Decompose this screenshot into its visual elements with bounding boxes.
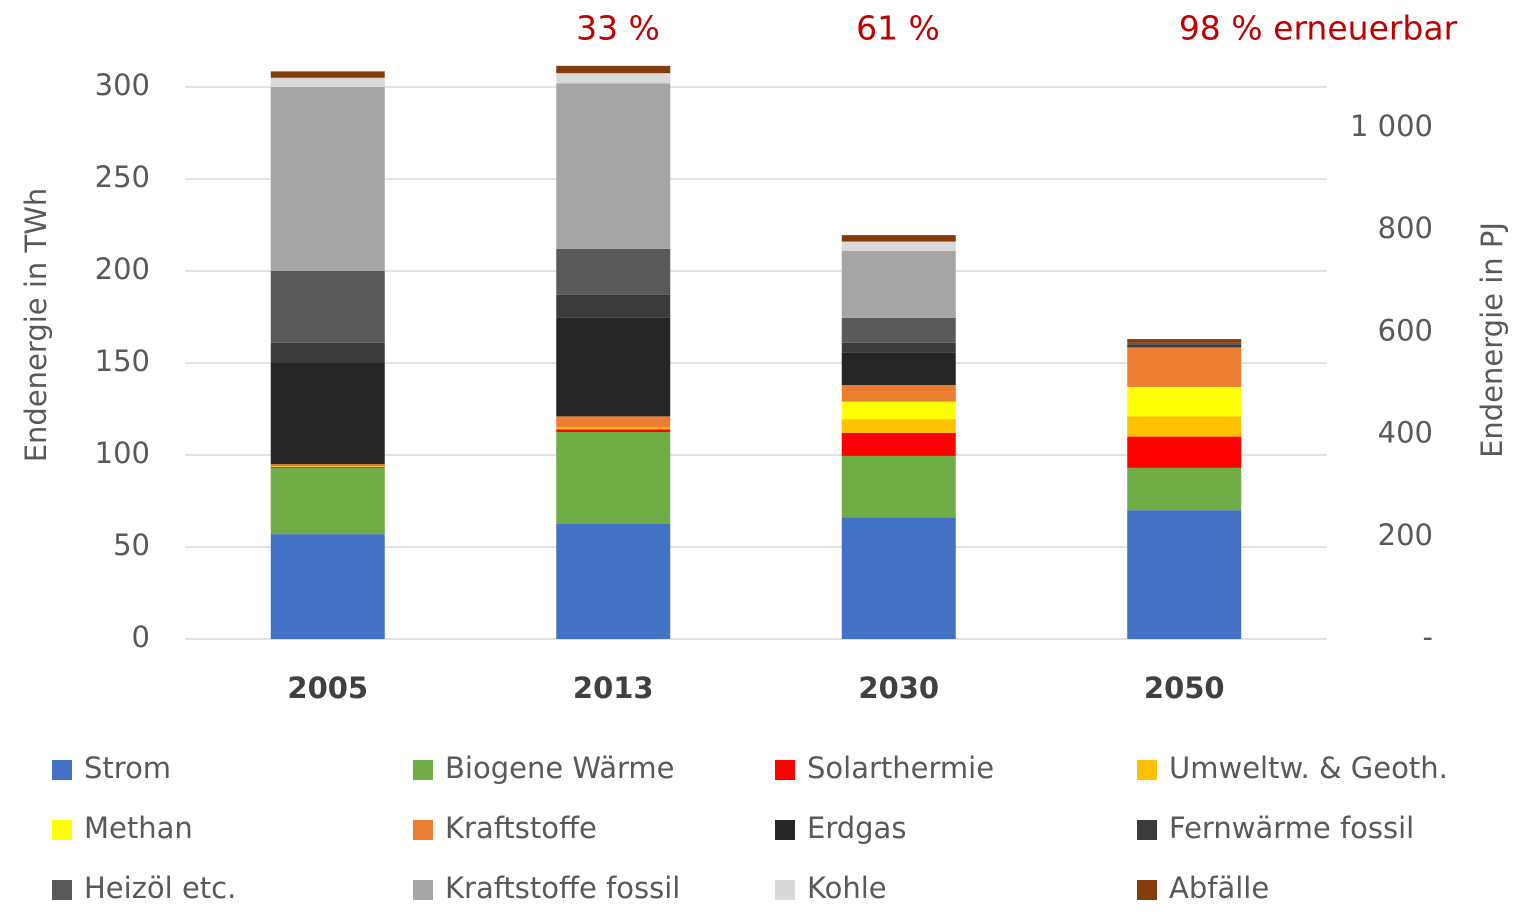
legend-label: Umweltw. & Geoth. — [1169, 751, 1448, 785]
bar-segment — [841, 401, 956, 420]
y2-tick-label: 1 000 — [1350, 109, 1433, 143]
bar-segment — [270, 271, 385, 343]
legend-label: Solarthermie — [807, 751, 994, 785]
x-tick-label: 2013 — [573, 671, 654, 705]
legend-label: Strom — [84, 751, 171, 785]
y-tick-label: 50 — [113, 528, 150, 562]
legend-swatch — [775, 880, 795, 900]
x-tick-label: 2005 — [287, 671, 368, 705]
y-axis-label: Endenergie in TWh — [19, 188, 53, 463]
legend-label: Kraftstoffe — [445, 811, 597, 845]
legend-label: Erdgas — [807, 811, 906, 845]
legend-swatch — [413, 880, 433, 900]
bar-segment — [270, 363, 385, 465]
bar-segment — [270, 71, 385, 78]
legend-label: Abfälle — [1169, 871, 1269, 905]
legend-swatch — [775, 760, 795, 780]
bar-segment — [556, 73, 671, 84]
y2-axis-label: Endenergie in PJ — [1475, 222, 1509, 458]
bar-segment — [270, 466, 385, 468]
bar-segment — [270, 87, 385, 271]
bar-segment — [1127, 342, 1242, 345]
legend-label: Heizöl etc. — [84, 871, 236, 905]
bar-segment — [841, 250, 956, 318]
bar-segment — [270, 466, 385, 467]
legend-label: Fernwärme fossil — [1169, 811, 1414, 845]
y-tick-label: 100 — [95, 436, 150, 470]
bar-segment — [841, 352, 956, 386]
bar-segment — [841, 432, 956, 456]
bar-segment — [556, 429, 671, 432]
bar-segment — [1127, 344, 1242, 348]
y-tick-label: 0 — [132, 620, 150, 654]
legend-label: Kraftstoffe fossil — [445, 871, 680, 905]
bar-segment — [841, 517, 956, 639]
legend-swatch — [1137, 760, 1157, 780]
bar-segment — [841, 455, 956, 518]
legend-swatch — [1137, 880, 1157, 900]
legend-label: Kohle — [807, 871, 887, 905]
legend-swatch — [52, 880, 72, 900]
y-tick-label: 250 — [95, 160, 150, 194]
x-tick-label: 2050 — [1144, 671, 1225, 705]
annotation: 61 % — [856, 9, 940, 48]
annotation: 98 % erneuerbar — [1179, 9, 1458, 48]
bar-segment — [1127, 339, 1242, 343]
bar-segment — [1127, 510, 1242, 639]
bar-segment — [556, 248, 671, 295]
bar-segment — [841, 419, 956, 433]
bar-segment — [556, 294, 671, 318]
y2-tick-label: 200 — [1378, 518, 1433, 552]
bar-segment — [841, 342, 956, 353]
legend-swatch — [52, 760, 72, 780]
y2-tick-label: 800 — [1378, 211, 1433, 245]
bar-segment — [556, 432, 671, 524]
legend-swatch — [413, 760, 433, 780]
bar-segment — [841, 241, 956, 251]
bar-segment — [1127, 467, 1242, 511]
x-tick-label: 2030 — [858, 671, 939, 705]
bar-segment — [270, 464, 385, 467]
bar-segment — [841, 385, 956, 402]
bar-segment — [556, 524, 671, 639]
bar-segment — [556, 427, 671, 430]
bar-segment — [556, 65, 671, 74]
legend-swatch — [775, 820, 795, 840]
bar-segment — [1127, 386, 1242, 417]
legend-swatch — [52, 820, 72, 840]
bar-segment — [1127, 347, 1242, 387]
y2-tick-label: - — [1423, 620, 1433, 654]
bar-segment — [841, 317, 956, 343]
bar-segment — [1127, 436, 1242, 468]
bar-segment — [270, 342, 385, 363]
bar-segment — [556, 83, 671, 249]
legend-label: Biogene Wärme — [445, 751, 674, 785]
y2-tick-label: 400 — [1378, 416, 1433, 450]
legend-swatch — [413, 820, 433, 840]
y-tick-label: 300 — [95, 68, 150, 102]
bar-segment — [270, 534, 385, 639]
y-tick-label: 150 — [95, 344, 150, 378]
legend-swatch — [1137, 820, 1157, 840]
bar-segment — [556, 416, 671, 428]
bar-segment — [270, 77, 385, 87]
y2-tick-label: 600 — [1378, 313, 1433, 347]
annotation: 33 % — [576, 9, 660, 48]
y-tick-label: 200 — [95, 252, 150, 286]
bar-segment — [556, 317, 671, 417]
bar-segment — [841, 235, 956, 242]
legend-label: Methan — [84, 811, 193, 845]
bar-segment — [270, 467, 385, 535]
bar-segment — [1127, 416, 1242, 437]
